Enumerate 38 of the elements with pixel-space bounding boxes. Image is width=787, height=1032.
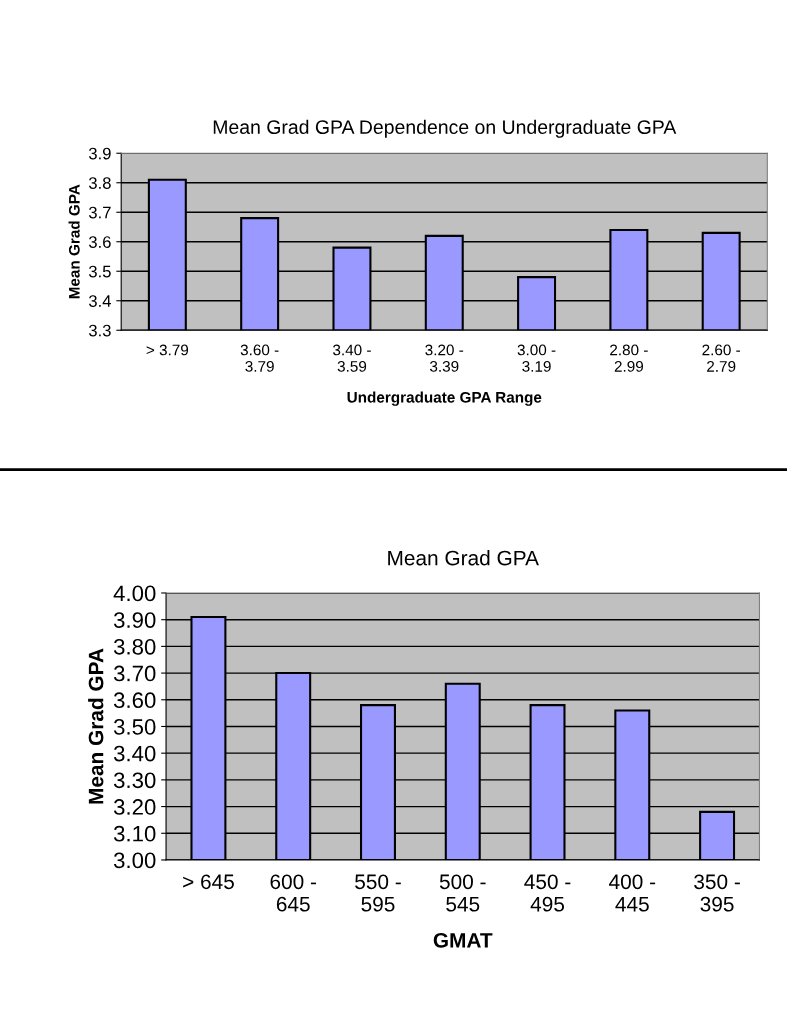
y-axis-title: Mean Grad GPA [68,184,80,299]
x-tick-label: 3.60 - 3.79 [240,344,279,372]
x-tick-label: 3.40 - 3.59 [333,344,371,372]
y-tick-label: 3.8 [88,177,111,189]
x-tick-label: 2.60 - 2.79 [702,344,741,372]
x-tick-label: 450 - 495 [524,874,571,912]
y-tick-label: 3.90 [113,612,156,628]
x-axis-title: Undergraduate GPA Range [347,391,542,406]
y-tick-label: 3.6 [88,236,111,248]
y-tick-label: 4.00 [113,585,156,602]
y-tick-label: 3.60 [113,692,156,709]
x-tick-label: 400 - 445 [609,874,656,912]
x-tick-label: 2.80 - 2.99 [610,344,648,372]
x-tick-label: 350 - 395 [694,874,740,912]
y-tick-label: 3.70 [113,665,156,682]
y-tick-label: 3.40 [113,745,156,762]
y-tick-label: 3.10 [113,825,156,842]
x-axis-title: GMAT [433,932,493,948]
x-tick-label: 600 - 645 [270,874,317,912]
y-tick-label: 3.20 [113,799,156,815]
x-tick-label: > 3.79 [146,344,189,356]
y-tick-label: 3.30 [113,772,156,789]
y-tick-label: 3.3 [88,324,111,337]
chart-title: Mean Grad GPA Dependence on Undergraduate GPA [213,119,677,138]
x-tick-label: 3.00 - 3.19 [517,344,556,372]
y-axis-title: Mean Grad GPA [88,648,104,804]
chart-title: Mean Grad GPA [388,550,539,566]
y-tick-label: 3.5 [88,265,111,278]
y-tick-label: 3.80 [113,638,156,655]
y-tick-label: 3.50 [113,719,156,735]
y-tick-label: 3.4 [88,295,111,307]
y-tick-label: 3.00 [113,852,156,869]
x-tick-label: 500 - 545 [439,874,486,912]
y-tick-label: 3.7 [88,206,111,219]
x-tick-label: 3.20 - 3.39 [425,344,464,372]
y-tick-label: 3.9 [88,147,111,160]
x-tick-label: 550 - 595 [355,874,401,912]
x-tick-label: > 645 [183,874,234,890]
